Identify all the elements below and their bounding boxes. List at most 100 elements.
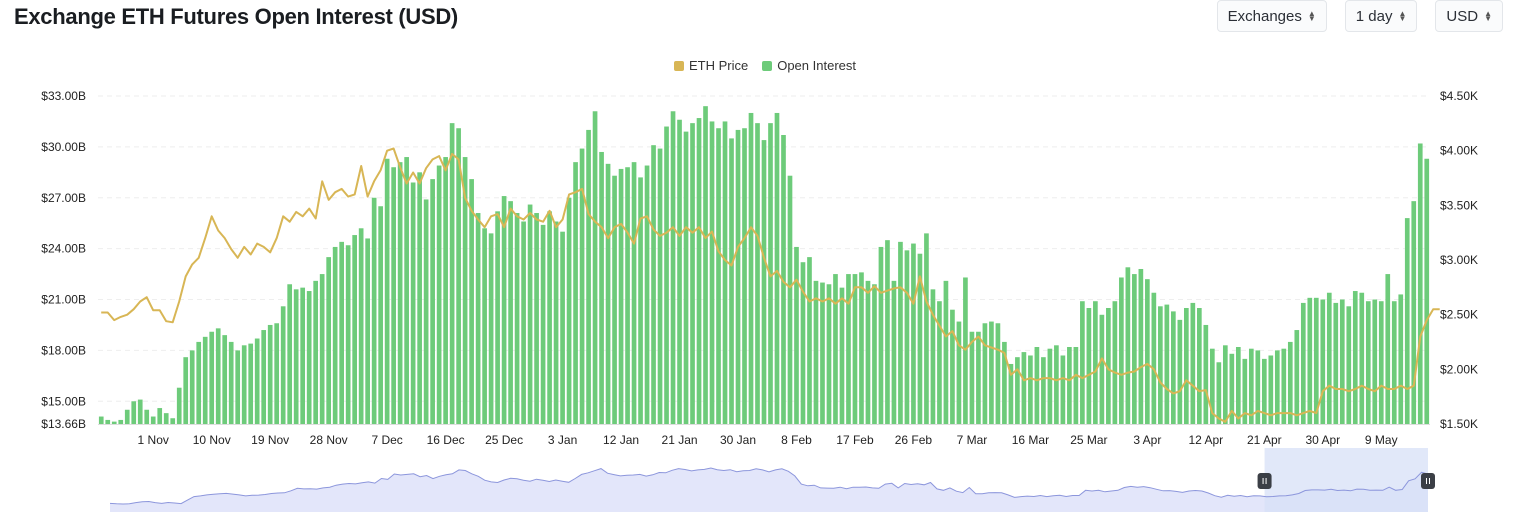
range-navigator[interactable]: [109, 448, 1435, 512]
open-interest-bar: [1015, 357, 1020, 424]
open-interest-bar: [839, 287, 845, 424]
open-interest-bar: [1164, 304, 1170, 424]
open-interest-bar: [345, 245, 351, 424]
open-interest-bar: [1034, 347, 1040, 424]
y-left-tick-label: $15.00B: [41, 394, 86, 408]
open-interest-bar: [865, 280, 871, 424]
open-interest-bar: [651, 145, 656, 424]
open-interest-bar: [313, 280, 319, 424]
x-tick-label: 1 Nov: [138, 433, 169, 447]
open-interest-bar: [1080, 301, 1085, 424]
open-interest-bar: [833, 274, 838, 424]
open-interest-bar: [911, 243, 916, 424]
open-interest-bar: [586, 129, 591, 424]
open-interest-bar: [755, 123, 760, 424]
currency-select-label: USD: [1446, 7, 1479, 25]
open-interest-bar: [579, 148, 585, 424]
open-interest-bar: [209, 331, 215, 424]
interval-select[interactable]: 1 day ▲ ▼: [1344, 0, 1418, 32]
open-interest-bar: [924, 233, 929, 424]
open-interest-bar: [1132, 274, 1137, 424]
open-interest-bar: [969, 331, 975, 424]
open-interest-bar: [1281, 348, 1287, 424]
open-interest-bar: [391, 167, 396, 425]
navigator-handle-right[interactable]: [1421, 473, 1435, 489]
open-interest-bar: [1190, 302, 1196, 424]
open-interest-bar: [846, 274, 851, 424]
open-interest-bar: [1196, 307, 1202, 424]
open-interest-bar: [1326, 292, 1332, 424]
open-interest-bar: [722, 121, 728, 424]
open-interest-bar: [930, 289, 936, 424]
open-interest-bar: [872, 284, 877, 424]
open-interest-bar: [625, 167, 630, 425]
open-interest-bar: [248, 343, 254, 424]
open-interest-bar: [709, 121, 715, 424]
open-interest-bar: [1391, 301, 1397, 424]
open-interest-bar: [228, 341, 234, 424]
x-tick-label: 7 Mar: [957, 433, 988, 447]
open-interest-bar: [1093, 301, 1098, 424]
open-interest-bar: [885, 240, 890, 424]
open-interest-bar: [404, 157, 409, 424]
open-interest-bar: [443, 157, 448, 424]
open-interest-bar: [1216, 362, 1222, 424]
exchanges-select[interactable]: Exchanges ▲ ▼: [1216, 0, 1327, 32]
open-interest-bar: [482, 228, 487, 424]
open-interest-bar: [274, 323, 280, 424]
open-interest-bar: [352, 235, 357, 424]
open-interest-bar: [1112, 301, 1118, 424]
open-interest-bar: [417, 172, 422, 424]
open-interest-bar: [371, 197, 377, 424]
open-interest-bar: [1378, 301, 1384, 424]
y-axis-left: $33.00B $30.00B $27.00B $24.00B $21.00B $18.0…: [41, 89, 86, 431]
open-interest-bar: [917, 253, 923, 424]
open-interest-bar: [904, 250, 910, 424]
y-right-tick-label: $4.50K: [1440, 89, 1478, 103]
open-interest-bar: [742, 128, 747, 424]
x-axis: 1 Nov 10 Nov 19 Nov 28 Nov 7 Dec 16 Dec 25 Dec…: [138, 433, 1398, 447]
open-interest-bar: [456, 128, 461, 424]
y-left-tick-label: $24.00B: [41, 242, 86, 256]
open-interest-bar: [1398, 294, 1404, 424]
open-interest-bar: [183, 357, 189, 424]
open-interest-bar: [319, 274, 325, 424]
x-tick-label: 12 Apr: [1188, 433, 1223, 447]
open-interest-bar: [540, 224, 546, 424]
open-interest-bar: [1125, 267, 1131, 424]
open-interest-bar: [475, 213, 481, 424]
open-interest-bar: [989, 321, 994, 424]
open-interest-bar: [1158, 306, 1163, 424]
open-interest-bar: [267, 324, 273, 424]
open-interest-bar: [105, 419, 111, 424]
open-interest-bar: [976, 331, 981, 424]
open-interest-bar: [170, 418, 176, 424]
open-interest-bar: [423, 199, 429, 424]
chevron-updown-icon: ▲ ▼: [1484, 9, 1492, 23]
y-left-tick-label: $27.00B: [41, 191, 86, 205]
open-interest-bar: [358, 228, 364, 424]
open-interest-bar: [956, 321, 962, 424]
currency-select[interactable]: USD ▲ ▼: [1435, 0, 1503, 32]
open-interest-bar: [1359, 292, 1365, 424]
legend-label-price: ETH Price: [688, 58, 749, 73]
open-interest-bar: [378, 206, 383, 424]
open-interest-bar: [807, 257, 812, 424]
open-interest-bar: [488, 233, 494, 424]
legend-item-eth-price[interactable]: ETH Price: [673, 58, 749, 73]
open-interest-bar: [1339, 299, 1345, 424]
open-interest-bar: [683, 131, 689, 425]
open-interest-bar: [735, 129, 741, 424]
legend-item-open-interest[interactable]: Open Interest: [762, 58, 856, 73]
open-interest-bar: [1151, 292, 1157, 424]
open-interest-bar: [495, 211, 500, 424]
x-tick-label: 10 Nov: [193, 433, 231, 447]
open-interest-bar: [1404, 218, 1410, 424]
open-interest-bar: [813, 280, 819, 424]
open-interest-bar: [1313, 297, 1319, 424]
navigator-handle-left[interactable]: [1257, 473, 1272, 489]
x-tick-label: 3 Apr: [1133, 433, 1161, 447]
open-interest-bar: [1008, 363, 1014, 424]
open-interest-bar: [1352, 291, 1358, 424]
